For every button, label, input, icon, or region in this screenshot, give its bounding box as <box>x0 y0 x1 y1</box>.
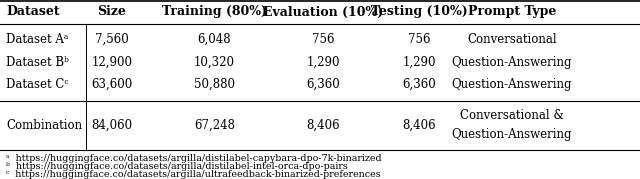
Text: Dataset Aᵃ: Dataset Aᵃ <box>6 33 68 46</box>
Text: ᶜ  https://huggingface.co/datasets/argilla/ultrafeedback-binarized-preferences: ᶜ https://huggingface.co/datasets/argill… <box>6 170 381 178</box>
Text: 756: 756 <box>312 33 335 46</box>
Text: 8,406: 8,406 <box>307 118 340 132</box>
Text: 84,060: 84,060 <box>92 118 132 132</box>
Text: 756: 756 <box>408 33 431 46</box>
Text: 63,600: 63,600 <box>92 78 132 91</box>
Text: Question-Answering: Question-Answering <box>452 55 572 69</box>
Text: 8,406: 8,406 <box>403 118 436 132</box>
Text: 1,290: 1,290 <box>403 55 436 69</box>
Text: Testing (10%): Testing (10%) <box>371 6 468 18</box>
Text: Prompt Type: Prompt Type <box>468 6 556 18</box>
Text: Size: Size <box>97 6 127 18</box>
Text: Conversational &: Conversational & <box>460 109 564 122</box>
Text: Dataset Bᵇ: Dataset Bᵇ <box>6 55 69 69</box>
Text: Dataset Cᶜ: Dataset Cᶜ <box>6 78 69 91</box>
Text: 1,290: 1,290 <box>307 55 340 69</box>
Text: Dataset: Dataset <box>6 6 60 18</box>
Text: Training (80%): Training (80%) <box>162 6 267 18</box>
Text: 6,360: 6,360 <box>403 78 436 91</box>
Text: ᵃ  https://huggingface.co/datasets/argilla/distilabel-capybara-dpo-7k-binarized: ᵃ https://huggingface.co/datasets/argill… <box>6 154 382 163</box>
Text: 7,560: 7,560 <box>95 33 129 46</box>
Text: ᵇ  https://huggingface.co/datasets/argilla/distilabel-intel-orca-dpo-pairs: ᵇ https://huggingface.co/datasets/argill… <box>6 162 348 171</box>
Text: 10,320: 10,320 <box>194 55 235 69</box>
Text: 6,048: 6,048 <box>198 33 231 46</box>
Text: 50,880: 50,880 <box>194 78 235 91</box>
Text: 12,900: 12,900 <box>92 55 132 69</box>
Text: Question-Answering: Question-Answering <box>452 128 572 141</box>
Text: Question-Answering: Question-Answering <box>452 78 572 91</box>
Text: Conversational: Conversational <box>467 33 557 46</box>
Text: 6,360: 6,360 <box>307 78 340 91</box>
Text: Evaluation (10%): Evaluation (10%) <box>263 6 383 18</box>
Text: Combination: Combination <box>6 118 83 132</box>
Text: 67,248: 67,248 <box>194 118 235 132</box>
